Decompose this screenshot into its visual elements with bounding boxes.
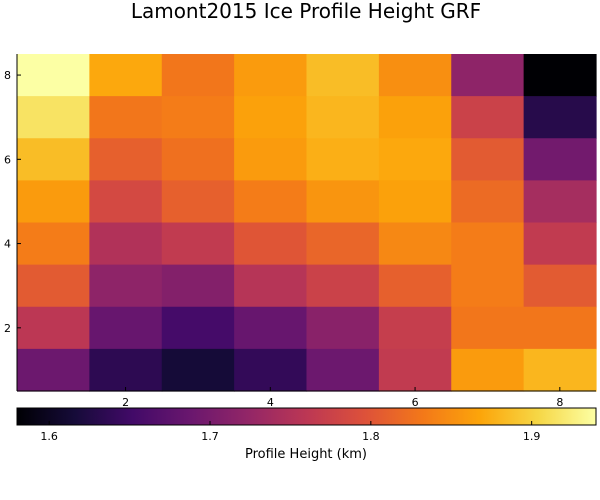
heatmap-cell [17,264,90,308]
heatmap-cell [161,306,235,350]
heatmap-cell [306,222,380,266]
heatmap-cell [89,222,163,266]
heatmap-cell [523,96,597,139]
heatmap-cell [523,348,597,392]
heatmap-cell [451,348,525,392]
colorbar-label: Profile Height (km) [245,447,367,462]
heatmap-cell [17,306,90,350]
y-tick-label: 2 [4,322,11,335]
heatmap-cell [306,306,380,350]
x-tick-label: 4 [267,396,274,409]
heatmap-cell [161,138,235,181]
heatmap-cell [451,180,525,224]
heatmap-cell [89,348,163,392]
heatmap-cell [17,222,90,266]
heatmap-cell [451,306,525,350]
heatmap-cell [523,306,597,350]
heatmap-cell [161,222,235,266]
heatmap-cell [378,306,452,350]
x-ticks: 2 4 6 8 [122,387,563,409]
y-ticks: 2 4 6 8 [4,69,21,335]
heatmap-cell [17,138,90,181]
heatmap-cell [523,54,597,97]
x-tick-label: 8 [556,396,563,409]
colorbar-tick-label: 1.8 [362,430,380,443]
heatmap-cell [89,96,163,139]
heatmap-cells [17,54,597,392]
heatmap-cell [306,54,380,97]
heatmap-cell [89,264,163,308]
heatmap-cell [161,96,235,139]
heatmap-cell [234,222,308,266]
heatmap-cell [378,96,452,139]
heatmap-cell [234,138,308,181]
heatmap-cell [234,348,308,392]
heatmap-cell [234,264,308,308]
x-tick-label: 6 [412,396,419,409]
colorbar-tick-label: 1.6 [40,430,58,443]
heatmap-cell [451,96,525,139]
heatmap-cell [306,348,380,392]
heatmap-cell [306,96,380,139]
heatmap-cell [17,96,90,139]
heatmap-cell [523,222,597,266]
heatmap-cell [161,54,235,97]
heatmap-cell [17,348,90,392]
heatmap-cell [306,180,380,224]
colorbar [16,407,597,426]
heatmap-cell [523,138,597,181]
heatmap-cell [89,306,163,350]
colorbar-tick-label: 1.9 [523,430,541,443]
heatmap-cell [234,96,308,139]
heatmap-cell [378,138,452,181]
heatmap-cell [451,222,525,266]
heatmap-cell [89,138,163,181]
heatmap-cell [378,222,452,266]
heatmap-cell [17,54,90,97]
y-tick-label: 4 [4,238,11,251]
heatmap-cell [234,306,308,350]
heatmap-cell [89,54,163,97]
heatmap-cell [161,348,235,392]
heatmap-cell [306,138,380,181]
heatmap-cell [523,180,597,224]
heatmap-cell [161,264,235,308]
heatmap-cell [378,54,452,97]
chart-title: Lamont2015 Ice Profile Height GRF [131,0,481,23]
heatmap-cell [378,180,452,224]
colorbar-ticks: 1.6 1.7 1.8 1.9 [40,421,540,443]
heatmap-cell [451,264,525,308]
heatmap-cell [89,180,163,224]
heatmap-cell [234,180,308,224]
heatmap-cell [378,348,452,392]
y-tick-label: 6 [4,153,11,166]
heatmap-cell [451,54,525,97]
colorbar-tick-label: 1.7 [201,430,219,443]
heatmap-cell [451,138,525,181]
heatmap-cell [306,264,380,308]
heatmap-cell [523,264,597,308]
heatmap-cell [161,180,235,224]
x-tick-label: 2 [122,396,129,409]
heatmap-cell [234,54,308,97]
heatmap-cell [17,180,90,224]
heatmap-cell [378,264,452,308]
y-tick-label: 8 [4,69,11,82]
